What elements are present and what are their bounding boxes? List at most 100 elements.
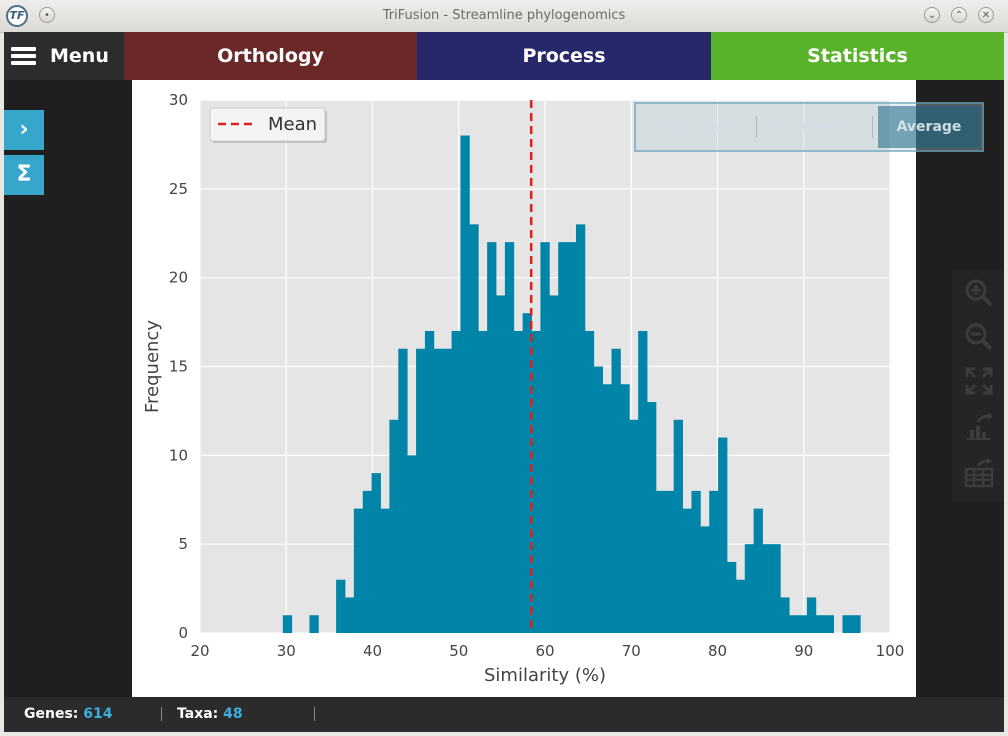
fit-view-icon[interactable] <box>964 366 994 396</box>
histogram-bar <box>558 242 568 633</box>
tab-process[interactable]: Process <box>417 32 711 80</box>
histogram-bar <box>584 330 595 633</box>
histogram-bar <box>682 508 692 633</box>
histogram-bar <box>726 561 737 633</box>
y-tick-label: 25 <box>169 180 188 198</box>
histogram-bar <box>664 490 675 633</box>
window-title: TriFusion - Streamline phylogenomics <box>382 8 626 23</box>
menu-label: Menu <box>50 45 109 67</box>
maximize-button[interactable]: ⌃ <box>951 7 967 23</box>
trifusion-logo-icon: TF <box>6 5 28 27</box>
histogram-bar <box>806 597 817 633</box>
histogram-bar <box>362 490 373 633</box>
x-tick-label: 20 <box>190 642 209 660</box>
histogram-bar <box>842 615 852 633</box>
histogram-bar <box>780 597 790 633</box>
x-tick-label: 100 <box>876 642 905 660</box>
tab-orthology[interactable]: Orthology <box>124 32 417 80</box>
histogram-bar <box>691 490 701 633</box>
hamburger-icon <box>11 47 36 66</box>
histogram-bar <box>496 295 506 633</box>
histogram-bar <box>798 615 808 633</box>
histogram-bar <box>522 313 532 633</box>
histogram-bar <box>424 330 435 633</box>
export-table-icon[interactable] <box>964 458 994 488</box>
histogram-bar <box>718 437 728 633</box>
per-species-option[interactable]: Per species <box>768 119 860 135</box>
x-tick-label: 70 <box>622 642 641 660</box>
menu-button[interactable]: Menu <box>4 32 124 80</box>
zoom-out-icon[interactable] <box>964 322 994 352</box>
window-menu-button[interactable]: • <box>39 7 55 23</box>
histogram-bar <box>762 544 772 633</box>
histogram-bar <box>611 348 621 633</box>
plot-mode-selector: Single gene Per species Average <box>634 102 984 152</box>
histogram-bar <box>771 544 781 633</box>
y-axis-label: Frequency <box>142 320 163 413</box>
x-tick-label: 40 <box>363 642 382 660</box>
histogram-bar <box>478 330 488 633</box>
histogram-bar <box>593 366 604 633</box>
single-gene-option[interactable]: Single gene <box>649 119 743 135</box>
top-navigation: Menu Orthology Process Statistics <box>4 32 1004 80</box>
histogram-bar <box>709 490 719 633</box>
histogram-bar <box>407 455 417 633</box>
close-button[interactable]: ✕ <box>978 7 994 23</box>
histogram-bar <box>655 490 666 633</box>
taxa-value: 48 <box>223 706 243 722</box>
y-tick-label: 5 <box>178 535 188 553</box>
histogram-bar <box>487 242 497 633</box>
histogram-bar <box>815 615 826 633</box>
histogram-bar <box>620 384 630 633</box>
histogram-bar <box>824 615 834 633</box>
average-option[interactable]: Average <box>878 106 980 148</box>
histogram-bar <box>851 615 861 633</box>
histogram-bar <box>735 579 746 633</box>
histogram-bar <box>753 508 763 633</box>
histogram-bar <box>629 419 639 633</box>
histogram-bar <box>380 508 390 633</box>
histogram-bar <box>353 508 364 633</box>
histogram-bar <box>460 135 470 633</box>
minimize-button[interactable]: ⌄ <box>924 7 940 23</box>
histogram-bar <box>433 348 444 633</box>
histogram-bar <box>673 419 683 633</box>
expand-panel-chevron-icon[interactable]: › <box>4 110 44 150</box>
export-figure-icon[interactable] <box>964 412 994 442</box>
sigma-icon[interactable]: Σ <box>4 155 44 195</box>
histogram-bar <box>700 526 710 633</box>
histogram-bar <box>344 597 355 633</box>
histogram-bar <box>602 384 612 633</box>
histogram-bar <box>513 330 524 633</box>
app-body: Menu Orthology Process Statistics › Σ 20… <box>4 32 1004 732</box>
histogram-bar <box>789 615 799 633</box>
histogram-bar <box>442 348 452 633</box>
status-divider <box>314 707 315 721</box>
histogram-bar <box>416 348 426 633</box>
segment-divider <box>756 116 757 138</box>
y-tick-label: 30 <box>169 91 188 109</box>
histogram-bar <box>451 330 461 633</box>
x-tick-label: 50 <box>449 642 468 660</box>
histogram-bar <box>647 402 657 633</box>
y-tick-label: 10 <box>169 446 188 464</box>
histogram-bar <box>744 544 755 633</box>
histogram-bar <box>398 348 408 633</box>
histogram-bar <box>309 615 319 633</box>
legend-box <box>209 107 326 142</box>
histogram-bar <box>549 295 559 633</box>
tab-statistics[interactable]: Statistics <box>711 32 1004 80</box>
genes-value: 614 <box>83 706 113 722</box>
histogram-bar <box>575 224 586 633</box>
histogram-bar <box>638 330 648 633</box>
histogram-bar <box>389 419 399 633</box>
status-divider <box>161 707 162 721</box>
histogram-bar <box>336 579 346 633</box>
histogram-bar <box>531 330 541 633</box>
x-tick-label: 90 <box>794 642 813 660</box>
histogram-bar <box>567 242 577 633</box>
zoom-in-icon[interactable] <box>964 278 994 308</box>
y-tick-label: 20 <box>169 269 188 287</box>
plot-toolbar <box>952 270 1004 502</box>
taxa-count: Taxa: 48 <box>177 706 243 722</box>
